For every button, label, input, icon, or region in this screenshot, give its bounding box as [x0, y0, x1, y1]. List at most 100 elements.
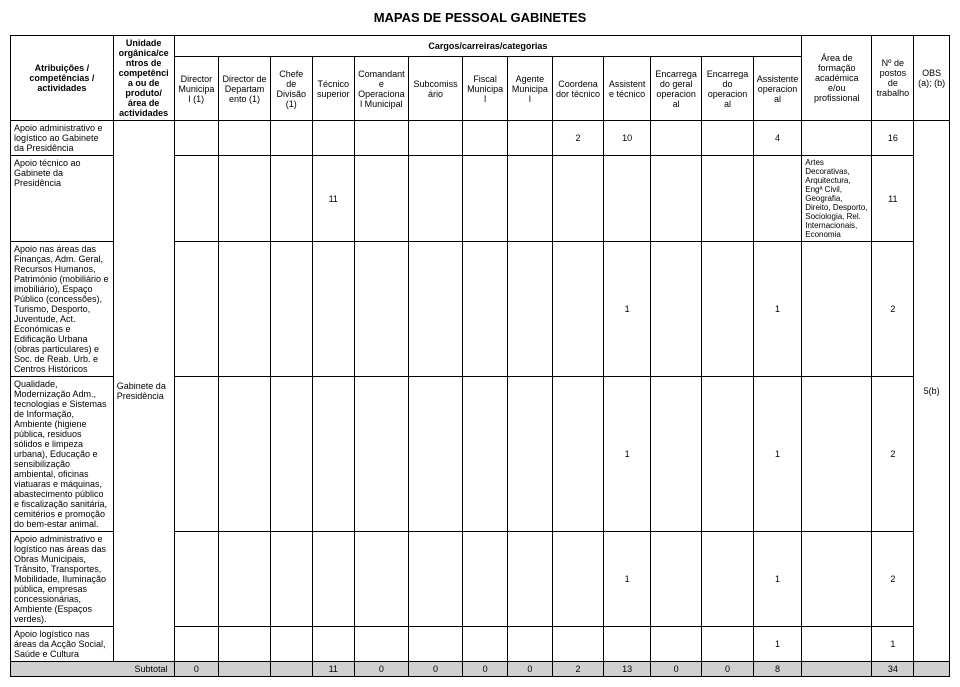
area-cell: [802, 532, 872, 627]
subtotal-label: Subtotal: [11, 662, 175, 677]
value-cell: [312, 377, 354, 532]
col-subcomissario: Subcomissário: [408, 57, 462, 121]
col-comandante: Comandante Operacional Municipal: [354, 57, 408, 121]
subtotal-row: Subtotal011000021300834: [11, 662, 950, 677]
col-assistente-operacional: Assistente operacional: [753, 57, 802, 121]
personnel-table: Atribuições / competências / actividades…: [10, 35, 950, 677]
postos-cell: 2: [872, 532, 914, 627]
col-tecnico-superior: Técnico superior: [312, 57, 354, 121]
value-cell: [650, 242, 701, 377]
value-cell: [463, 532, 508, 627]
col-chefe-divisao: Chefe de Divisão (1): [270, 57, 312, 121]
value-cell: [702, 377, 753, 532]
value-cell: [552, 627, 603, 662]
value-cell: [508, 627, 553, 662]
value-cell: [174, 156, 219, 242]
value-cell: [174, 121, 219, 156]
col-encarregado: Encarregado operacional: [702, 57, 753, 121]
value-cell: [354, 156, 408, 242]
value-cell: [702, 156, 753, 242]
subtotal-cell: 2: [552, 662, 603, 677]
value-cell: [702, 121, 753, 156]
value-cell: [650, 377, 701, 532]
subtotal-cell: 0: [702, 662, 753, 677]
value-cell: [312, 242, 354, 377]
postos-cell: 16: [872, 121, 914, 156]
col-director-departamento: Director de Departamento (1): [219, 57, 270, 121]
row-attribution: Apoio técnico ao Gabinete da Presidência: [11, 156, 114, 242]
value-cell: [552, 532, 603, 627]
value-cell: [702, 242, 753, 377]
header-atribuicoes: Atribuições / competências / actividades: [11, 36, 114, 121]
col-director-municipal: Director Municipal (1): [174, 57, 219, 121]
postos-cell: 1: [872, 627, 914, 662]
obs-cell: 5(b): [914, 121, 950, 662]
value-cell: [604, 156, 651, 242]
value-cell: [408, 627, 462, 662]
col-encarregado-geral: Encarregado geral operacional: [650, 57, 701, 121]
value-cell: [219, 532, 270, 627]
value-cell: [219, 121, 270, 156]
value-cell: 1: [604, 377, 651, 532]
row-attribution: Apoio logístico nas áreas da Acção Socia…: [11, 627, 114, 662]
value-cell: [753, 156, 802, 242]
value-cell: 1: [753, 532, 802, 627]
value-cell: [354, 377, 408, 532]
col-coordenador: Coordenador técnico: [552, 57, 603, 121]
value-cell: [408, 242, 462, 377]
value-cell: [463, 627, 508, 662]
value-cell: 11: [312, 156, 354, 242]
value-cell: [219, 627, 270, 662]
value-cell: [270, 627, 312, 662]
subtotal-cell: 0: [354, 662, 408, 677]
value-cell: [650, 121, 701, 156]
subtotal-cell: [270, 662, 312, 677]
header-area: Área de formação académica e/ou profissi…: [802, 36, 872, 121]
subtotal-postos: 34: [872, 662, 914, 677]
value-cell: [508, 532, 553, 627]
value-cell: [508, 242, 553, 377]
area-cell: Artes Decorativas, Arquitectura, Engª Ci…: [802, 156, 872, 242]
row-attribution: Apoio nas áreas das Finanças, Adm. Geral…: [11, 242, 114, 377]
header-unidade: Unidade orgânica/centros de competência …: [113, 36, 174, 121]
value-cell: 1: [753, 627, 802, 662]
subtotal-cell: 0: [174, 662, 219, 677]
value-cell: [463, 377, 508, 532]
unidade-cell: Gabinete da Presidência: [113, 121, 174, 662]
value-cell: [174, 242, 219, 377]
value-cell: [650, 156, 701, 242]
value-cell: [270, 156, 312, 242]
value-cell: [312, 532, 354, 627]
area-cell: [802, 627, 872, 662]
value-cell: [508, 156, 553, 242]
subtotal-cell: 0: [463, 662, 508, 677]
value-cell: 1: [604, 242, 651, 377]
value-cell: 1: [604, 532, 651, 627]
value-cell: [354, 532, 408, 627]
page-title: MAPAS DE PESSOAL GABINETES: [10, 10, 950, 25]
value-cell: [463, 156, 508, 242]
subtotal-area: [802, 662, 872, 677]
value-cell: 2: [552, 121, 603, 156]
subtotal-cell: 0: [408, 662, 462, 677]
header-postos: Nº de postos de trabalho: [872, 36, 914, 121]
value-cell: [650, 532, 701, 627]
subtotal-obs: [914, 662, 950, 677]
value-cell: [219, 156, 270, 242]
value-cell: [702, 627, 753, 662]
value-cell: [552, 242, 603, 377]
postos-cell: 2: [872, 377, 914, 532]
value-cell: [270, 121, 312, 156]
subtotal-cell: [219, 662, 270, 677]
value-cell: [174, 627, 219, 662]
value-cell: [408, 156, 462, 242]
area-cell: [802, 377, 872, 532]
value-cell: [552, 156, 603, 242]
subtotal-cell: 13: [604, 662, 651, 677]
value-cell: [354, 121, 408, 156]
value-cell: 1: [753, 377, 802, 532]
value-cell: [270, 242, 312, 377]
value-cell: [604, 627, 651, 662]
value-cell: [174, 377, 219, 532]
value-cell: [552, 377, 603, 532]
